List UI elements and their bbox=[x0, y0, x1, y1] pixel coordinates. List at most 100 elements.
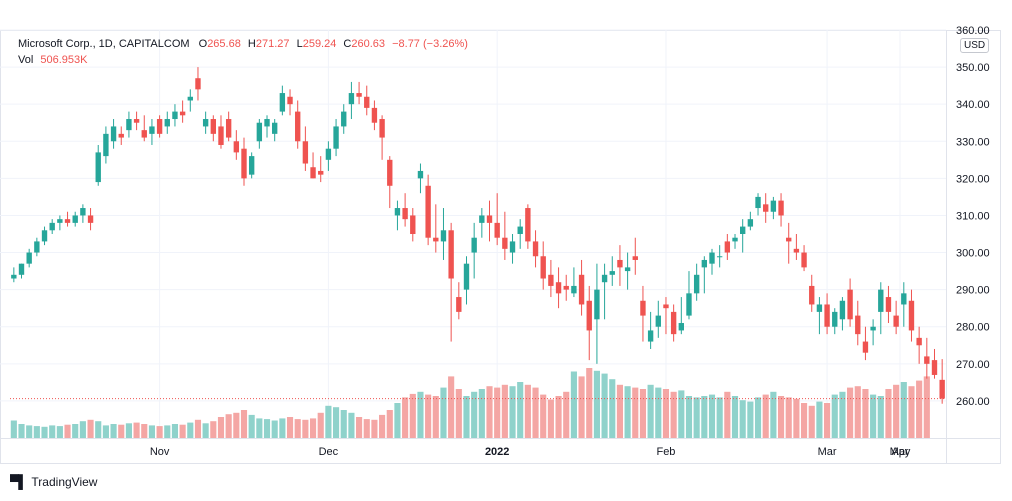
candle-body[interactable] bbox=[931, 360, 938, 375]
candle-body[interactable] bbox=[525, 208, 531, 242]
candle-body[interactable] bbox=[279, 93, 286, 112]
candle-body[interactable] bbox=[908, 300, 915, 331]
candle-body[interactable] bbox=[341, 111, 347, 127]
candle-body[interactable] bbox=[49, 222, 55, 231]
currency-button[interactable]: USD bbox=[960, 38, 990, 53]
candle-body[interactable] bbox=[356, 93, 362, 97]
candle-body[interactable] bbox=[195, 78, 201, 90]
candle-body[interactable] bbox=[924, 356, 930, 364]
candle-body[interactable] bbox=[862, 341, 869, 353]
candle-body[interactable] bbox=[893, 315, 899, 327]
candle-body[interactable] bbox=[248, 156, 255, 175]
candle-body[interactable] bbox=[532, 241, 539, 257]
candle-body[interactable] bbox=[18, 263, 25, 275]
candle-body[interactable] bbox=[149, 126, 155, 134]
candle-body[interactable] bbox=[624, 267, 631, 272]
candle-body[interactable] bbox=[80, 208, 86, 216]
candle-body[interactable] bbox=[617, 259, 623, 268]
candle-body[interactable] bbox=[210, 119, 216, 134]
candle-body[interactable] bbox=[387, 159, 393, 186]
candle-body[interactable] bbox=[778, 200, 784, 216]
candle-body[interactable] bbox=[64, 219, 71, 223]
symbol-title[interactable]: Microsoft Corp., 1D, CAPITALCOM bbox=[18, 38, 190, 50]
candle-body[interactable] bbox=[693, 274, 700, 294]
candle-body[interactable] bbox=[133, 119, 140, 123]
candle-body[interactable] bbox=[87, 215, 94, 223]
candle-body[interactable] bbox=[172, 111, 178, 120]
candle-body[interactable] bbox=[348, 93, 355, 105]
candle-body[interactable] bbox=[832, 311, 838, 327]
candle-body[interactable] bbox=[809, 285, 815, 305]
candle-body[interactable] bbox=[763, 204, 769, 212]
candle-body[interactable] bbox=[793, 248, 800, 253]
candle-body[interactable] bbox=[517, 226, 523, 234]
candle-body[interactable] bbox=[770, 200, 777, 212]
candle-body[interactable] bbox=[663, 304, 669, 309]
candle-body[interactable] bbox=[225, 119, 232, 138]
candle-body[interactable] bbox=[586, 300, 592, 331]
candle-body[interactable] bbox=[678, 323, 684, 331]
candle-body[interactable] bbox=[471, 237, 477, 253]
candle-body[interactable] bbox=[310, 167, 316, 179]
candle-body[interactable] bbox=[786, 237, 792, 242]
candle-body[interactable] bbox=[333, 126, 339, 149]
candle-body[interactable] bbox=[364, 96, 370, 108]
candle-body[interactable] bbox=[256, 122, 263, 142]
candle-body[interactable] bbox=[578, 274, 585, 305]
candle-body[interactable] bbox=[110, 126, 117, 142]
candle-body[interactable] bbox=[295, 111, 301, 142]
candle-body[interactable] bbox=[402, 208, 408, 220]
candle-body[interactable] bbox=[601, 274, 608, 283]
candle-body[interactable] bbox=[371, 107, 378, 123]
candle-body[interactable] bbox=[187, 96, 193, 101]
candle-body[interactable] bbox=[555, 282, 562, 294]
candle-body[interactable] bbox=[433, 237, 439, 242]
candle-body[interactable] bbox=[839, 300, 846, 320]
candle-body[interactable] bbox=[939, 379, 945, 399]
candle-body[interactable] bbox=[394, 208, 401, 216]
candle-body[interactable] bbox=[448, 230, 454, 279]
candle-body[interactable] bbox=[264, 119, 270, 127]
candle-body[interactable] bbox=[824, 304, 830, 327]
candle-body[interactable] bbox=[540, 256, 546, 279]
candle-body[interactable] bbox=[479, 215, 485, 223]
candle-body[interactable] bbox=[647, 330, 654, 342]
candle-body[interactable] bbox=[716, 256, 723, 258]
candle-body[interactable] bbox=[118, 133, 124, 138]
candle-body[interactable] bbox=[417, 170, 424, 179]
candle-body[interactable] bbox=[502, 237, 508, 249]
candle-body[interactable] bbox=[218, 126, 224, 145]
candle-body[interactable] bbox=[141, 130, 147, 138]
candle-body[interactable] bbox=[548, 274, 554, 286]
candle-body[interactable] bbox=[901, 293, 907, 305]
candle-body[interactable] bbox=[701, 259, 708, 268]
candle-body[interactable] bbox=[563, 285, 569, 290]
tradingview-branding[interactable]: ▀▌ TradingView bbox=[10, 474, 97, 489]
candle-body[interactable] bbox=[126, 119, 132, 131]
candle-body[interactable] bbox=[233, 141, 240, 153]
candle-body[interactable] bbox=[302, 141, 309, 164]
candle-body[interactable] bbox=[855, 315, 861, 335]
candle-body[interactable] bbox=[318, 170, 324, 175]
candle-body[interactable] bbox=[72, 215, 78, 223]
candle-body[interactable] bbox=[440, 230, 447, 242]
candle-body[interactable] bbox=[410, 215, 416, 234]
candle-body[interactable] bbox=[847, 289, 853, 320]
candle-body[interactable] bbox=[241, 148, 247, 179]
candle-body[interactable] bbox=[156, 119, 163, 134]
candle-body[interactable] bbox=[755, 196, 761, 209]
candle-body[interactable] bbox=[816, 304, 823, 312]
vol-label[interactable]: Vol bbox=[18, 54, 34, 66]
candle-body[interactable] bbox=[34, 241, 40, 253]
candle-body[interactable] bbox=[179, 111, 186, 116]
candle-body[interactable] bbox=[325, 148, 332, 160]
candle-body[interactable] bbox=[463, 263, 470, 290]
candle-body[interactable] bbox=[732, 237, 738, 242]
candle-body[interactable] bbox=[57, 219, 63, 223]
candle-body[interactable] bbox=[494, 222, 500, 238]
candle-body[interactable] bbox=[724, 241, 731, 253]
candle-body[interactable] bbox=[640, 300, 646, 316]
candle-body[interactable] bbox=[670, 311, 677, 335]
candle-body[interactable] bbox=[95, 152, 101, 183]
